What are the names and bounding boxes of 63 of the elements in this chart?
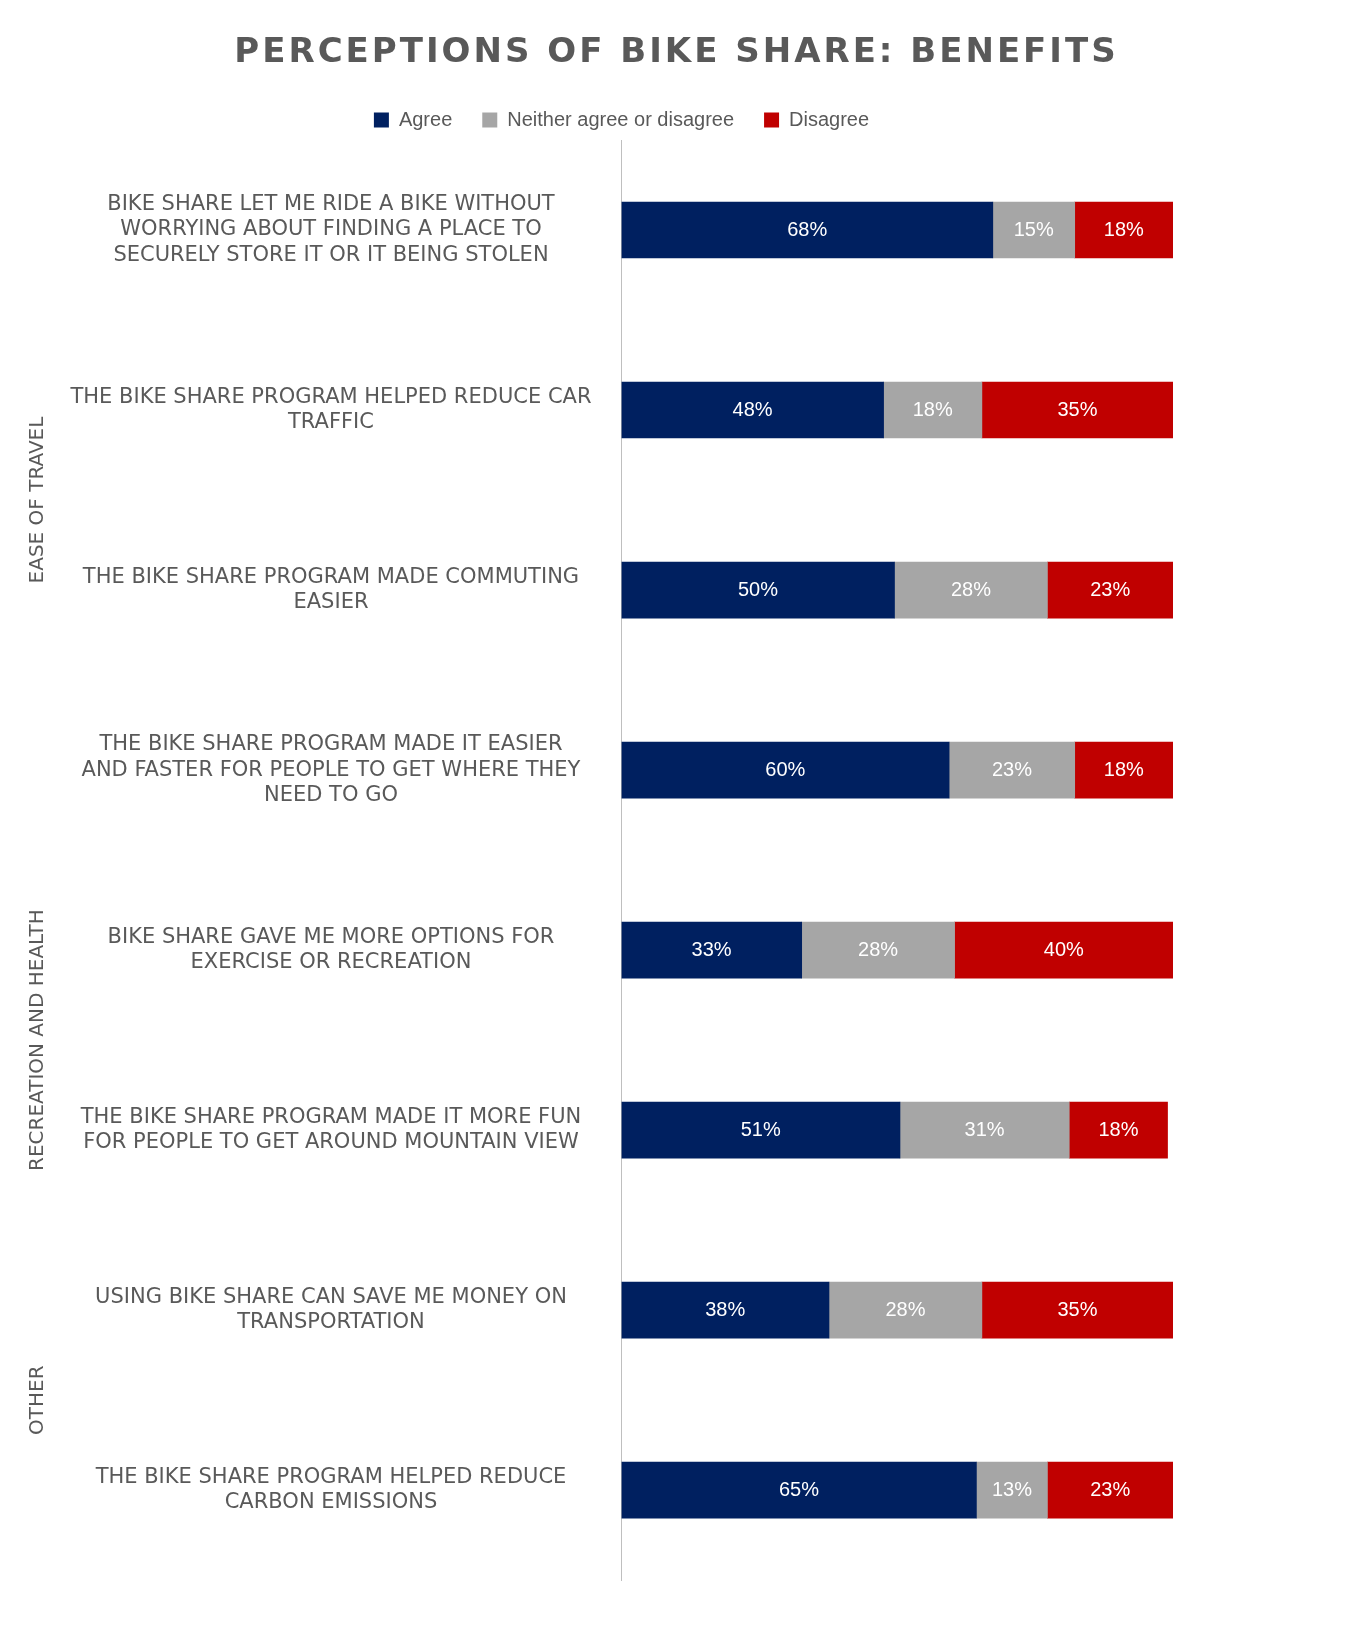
data-label: 23% <box>1090 1477 1131 1500</box>
bar <box>621 561 895 619</box>
bar <box>621 741 950 799</box>
text: EASE OF TRAVEL <box>24 415 49 584</box>
y-tick-label: BIKE SHARE GAVE ME MORE OPTIONS FOR EXERCISE OR RECREATION <box>107 923 555 974</box>
bar <box>621 921 803 979</box>
data-label: 35% <box>1057 397 1098 420</box>
data-label: 23% <box>1090 577 1131 600</box>
bar <box>992 201 1076 259</box>
bar <box>948 741 1076 799</box>
bar <box>954 921 1173 979</box>
bar <box>899 1101 1070 1159</box>
y-tick-label: THE BIKE SHARE PROGRAM MADE IT MORE FUN FOR PEOPLE TO GET AROUND MOUNTAIN VIEW <box>79 1103 582 1154</box>
data-label: 28% <box>858 937 899 960</box>
text: OTHER <box>24 1365 49 1435</box>
data-label: 65% <box>778 1477 820 1500</box>
data-label: 28% <box>950 577 992 600</box>
bar <box>1074 741 1173 799</box>
data-label: 68% <box>787 217 828 240</box>
bar <box>894 561 1048 619</box>
data-label: 40% <box>1043 937 1085 960</box>
data-label: 18% <box>1103 757 1145 780</box>
chart-title: PERCEPTIONS OF BIKE SHARE: BENEFITS <box>233 29 1120 72</box>
bar <box>883 381 983 439</box>
bar <box>801 921 955 979</box>
bar <box>621 1101 901 1159</box>
y-tick-label: THE BIKE SHARE PROGRAM MADE COMMUTING EASIER <box>81 563 580 614</box>
data-label: 15% <box>1013 217 1054 240</box>
data-label: 23% <box>991 757 1033 780</box>
data-label: 13% <box>991 1477 1033 1500</box>
y-tick-label: THE BIKE SHARE PROGRAM HELPED REDUCE CAR TRAFFIC <box>69 383 592 434</box>
y-tick-label: THE BIKE SHARE PROGRAM MADE IT EASIER AND FASTER FOR PEOPLE TO GET WHERE THEY NEED TO GO <box>81 731 581 806</box>
y-tick-label: THE BIKE SHARE PROGRAM HELPED REDUCE CARBON EMISSIONS <box>94 1464 567 1514</box>
bar <box>621 381 884 439</box>
data-label: 38% <box>705 1297 746 1320</box>
text: RECREATION AND HEALTH <box>24 909 49 1171</box>
data-label: 48% <box>732 397 773 420</box>
bar <box>621 201 994 259</box>
y-tick-label: BIKE SHARE LET ME RIDE A BIKE WITHOUT WORRYING ABOUT FINDING A PLACE TO SECURELY STORE IT OR IT BEING STOLEN <box>107 191 555 266</box>
data-label: 60% <box>765 757 806 780</box>
data-label: 18% <box>912 397 953 420</box>
data-label: 51% <box>740 1117 781 1140</box>
legend-label: Neither agree or disagree <box>507 107 735 130</box>
bar <box>1074 201 1173 259</box>
bar <box>828 1281 983 1339</box>
bar <box>1047 561 1173 619</box>
data-label: 50% <box>737 577 779 600</box>
y-tick-label: USING BIKE SHARE CAN SAVE ME MONEY ON TRANSPORTATION <box>95 1284 567 1334</box>
data-label: 18% <box>1103 217 1145 240</box>
bar <box>981 1281 1173 1339</box>
data-label: 31% <box>964 1117 1005 1140</box>
bar <box>621 1281 830 1339</box>
bar <box>981 381 1173 439</box>
bar <box>976 1461 1048 1519</box>
data-label: 33% <box>691 937 732 960</box>
data-label: 28% <box>885 1297 926 1320</box>
legend-label: Disagree <box>789 107 870 130</box>
data-label: 35% <box>1057 1297 1098 1320</box>
legend-label: Agree <box>398 107 453 130</box>
bar <box>1068 1101 1168 1159</box>
bar <box>1047 1461 1173 1519</box>
data-label: 18% <box>1098 1117 1139 1140</box>
bar <box>621 1461 977 1519</box>
